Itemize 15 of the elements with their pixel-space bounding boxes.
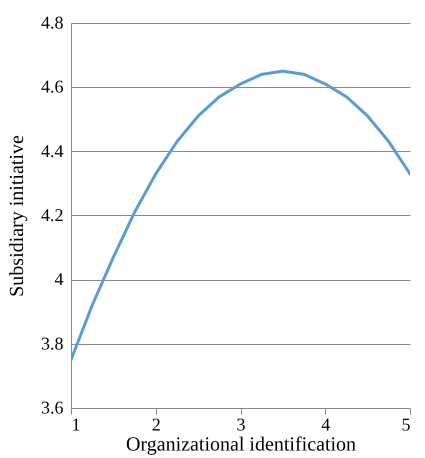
y-tick-label: 4.2 [41,205,64,225]
y-axis-title: Subsidiary initiative [6,135,28,297]
y-tick-label: 4 [54,269,64,290]
y-tick-label: 3.6 [41,398,64,418]
y-tick-label: 3.8 [41,333,64,354]
y-tick-label: 4.6 [41,76,64,97]
x-tick-label: 2 [152,414,161,434]
line-series [71,70,410,362]
x-tick-label: 5 [402,414,410,434]
x-axis-title: Organizational identification [126,434,356,456]
x-tick-label: 3 [236,414,246,434]
y-tick-label: 4.4 [41,140,64,161]
y-tick-label: 4.8 [41,12,64,32]
x-tick-label: 1 [72,414,80,434]
x-tick-label: 4 [321,414,330,434]
